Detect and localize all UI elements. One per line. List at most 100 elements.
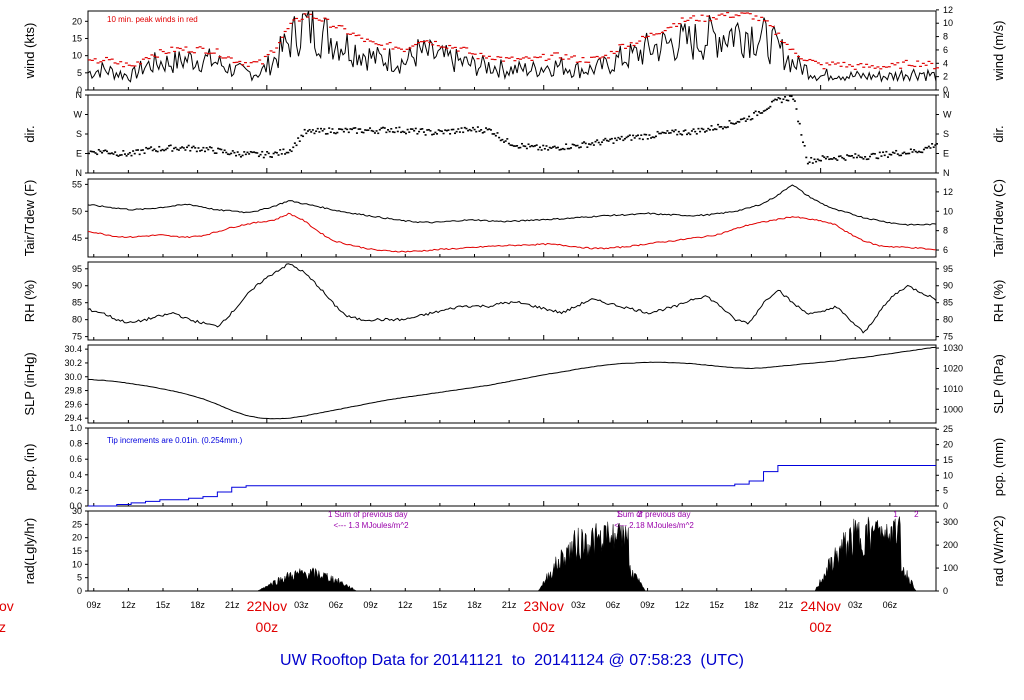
ytick-right-label-temp: 8 [943,226,948,236]
series-wind-peak-point [737,15,741,17]
series-wind-peak-point [351,32,355,34]
series-wind-peak-point [694,19,698,22]
series-dir-point [636,134,639,137]
series-dir-point [117,155,120,157]
series-dir-point [806,162,809,165]
series-dir-point [761,112,764,114]
series-dir-point [251,151,254,154]
series-dir-point [749,118,752,121]
series-dir-point [793,100,796,102]
series-dir-point [370,129,373,132]
series-dir-point [453,132,456,135]
series-wind-peak-point [879,68,883,70]
series-dir-point [643,133,646,136]
series-dir-point [486,128,489,131]
series-dir-point [354,127,357,129]
series-dir-point [473,128,476,131]
series-wind-peak-point [771,25,775,28]
series-wind-peak-point [907,64,911,66]
series-dir-point [404,132,407,135]
ytick-label-slp: 29.8 [64,386,82,396]
series-wind-peak-point [825,62,829,64]
series-dir-point [787,99,790,102]
series-dir-point [177,149,180,151]
series-wind-peak-point [649,32,653,34]
ytick-right-label-slp: 1000 [943,404,963,414]
series-dir-point [364,129,367,131]
series-dir-point [687,132,690,134]
series-wind-peak-point [306,16,310,18]
series-dir-point [176,148,179,151]
series-dir-point [403,131,406,133]
series-wind-peak-point [448,44,452,47]
series-wind-peak-point [465,47,469,49]
series-dir-point [738,121,741,123]
series-wind-peak-point [638,40,642,42]
series-dir-point [475,130,478,133]
series-dir-point [101,151,104,154]
series-dir-point [151,149,154,152]
series-dir-point [509,144,512,146]
ytick-label-pcp: 0.2 [69,485,82,495]
series-dir-point [921,151,924,154]
series-dir-point [891,151,894,154]
ylabel-right-dir: dir. [991,125,1006,142]
series-wind-peak-point [658,33,662,35]
series-wind-peak-point [828,64,832,66]
series-dir-point [927,145,930,148]
series-dir-point [511,144,514,147]
series-dir-point [782,98,785,101]
series-wind-peak-point [734,14,738,16]
ylabel-wind: wind (kts) [22,23,37,80]
series-dir-point [427,128,430,131]
series-dir-point [847,155,850,157]
series-dir-point [646,138,649,140]
series-dir-point [916,151,919,154]
series-dir-point [221,151,224,154]
series-dir-point [406,128,409,131]
series-dir-point [140,149,143,152]
series-dir-point [543,147,546,150]
series-dir-point [190,146,193,149]
series-dir-point [401,130,404,133]
series-dir-point [658,132,661,135]
series-dir-point [601,141,604,143]
series-dir-point [295,144,298,147]
series-wind-peak-point [774,33,778,36]
series-wind-peak-point [317,19,321,21]
series-wind-peak-point [167,52,171,54]
series-wind-peak-point [292,19,296,21]
series-dir-point [888,153,891,156]
series-dir-point [767,107,770,109]
series-wind-peak-point [856,64,860,66]
series-wind-peak-point [927,60,931,63]
series-dir-point [184,149,187,151]
series-wind-peak-point [462,46,466,48]
series-wind-peak-point [192,52,196,54]
series-wind-peak-point [343,28,347,30]
series-dir-point [169,144,172,147]
series-dir-point [424,134,427,136]
series-dir-point [94,152,97,154]
series-dir-point [107,152,110,155]
series-dir-point [914,150,917,153]
series-dir-point [217,147,220,150]
series-dir-point [91,150,94,153]
series-dir-point [517,147,520,149]
series-wind-peak-point [887,66,891,68]
series-dir-point [241,154,244,157]
series-dir-point [246,151,249,154]
series-dir-point [352,127,355,129]
series-dir-point [800,134,803,136]
series-wind-peak-point [303,13,307,15]
series-dir-point [865,158,868,161]
series-wind-peak-point [524,56,528,58]
series-wind-peak-point [207,53,211,55]
ytick-label-rh: 85 [72,298,82,308]
ytick-right-label-wind: 0 [943,85,948,95]
series-dir-point [555,147,558,149]
xtick-label: 21z [225,600,240,610]
series-dir-point [855,156,858,159]
series-wind-peak-point [703,20,707,22]
series-dir-point [92,151,95,153]
